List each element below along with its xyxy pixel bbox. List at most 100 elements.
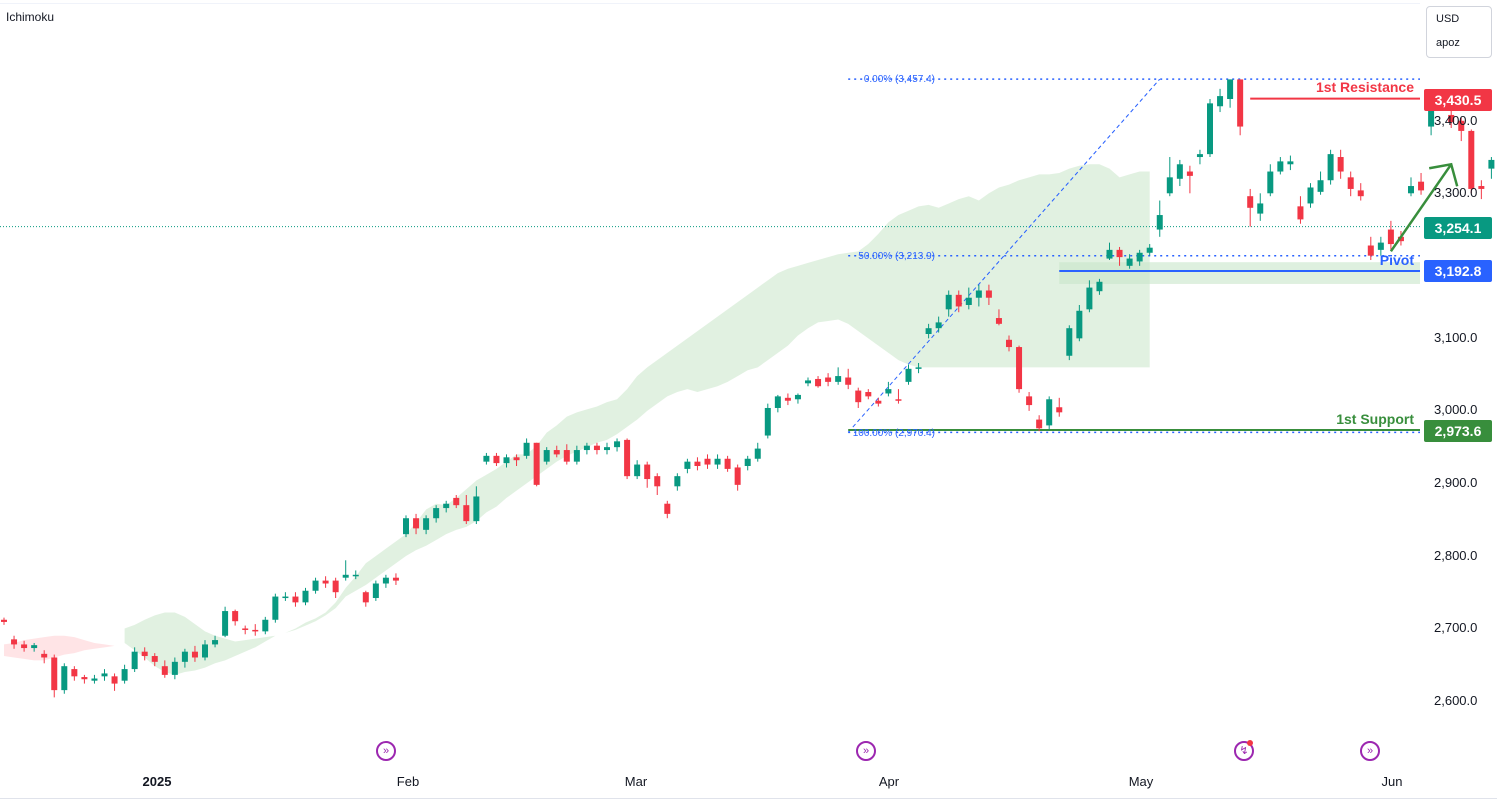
- candle-body: [141, 651, 148, 657]
- candle-body: [865, 392, 872, 397]
- candle-body: [815, 378, 822, 387]
- candle-body: [855, 390, 862, 403]
- candle-body: [302, 590, 309, 603]
- candle-body: [1317, 180, 1324, 192]
- candle-body: [423, 518, 430, 530]
- candle-body: [1387, 229, 1394, 245]
- bottom-border: [0, 798, 1497, 799]
- event-icon-2[interactable]: »: [856, 741, 876, 761]
- candle-body: [694, 461, 701, 467]
- y-tick-2800: 2,800.0: [1434, 548, 1478, 563]
- candle-body: [513, 457, 520, 461]
- candle-body: [1277, 161, 1284, 172]
- candle-body: [624, 439, 631, 477]
- candle-body: [1146, 247, 1153, 253]
- candle-body: [1116, 249, 1123, 258]
- y-tick-3100: 3,100.0: [1434, 330, 1478, 345]
- x-label-2025: 2025: [142, 774, 172, 789]
- candle-body: [1136, 252, 1143, 262]
- candle-body: [1347, 177, 1354, 189]
- candle-body: [1217, 96, 1224, 107]
- candle-body: [1408, 186, 1414, 194]
- candle-body: [1448, 114, 1455, 123]
- candle-body: [61, 666, 68, 691]
- candle-body: [1186, 171, 1193, 176]
- candle-body: [714, 458, 721, 465]
- candle-body: [202, 644, 208, 658]
- x-label-apr: Apr: [878, 774, 900, 789]
- candle-body: [644, 464, 651, 480]
- event-icon-1[interactable]: »: [376, 741, 396, 761]
- candle-body: [885, 389, 892, 394]
- fib-50-label: 50.00% (3,213.9): [858, 251, 935, 262]
- resistance-label: 1st Resistance: [1315, 79, 1414, 95]
- candle-body: [1066, 328, 1073, 356]
- candle-body: [1, 619, 7, 622]
- candle-body: [553, 450, 560, 455]
- candle-body: [925, 328, 932, 334]
- candle-body: [835, 376, 842, 382]
- currency-box[interactable]: USD apoz: [1426, 6, 1492, 58]
- candle-body: [443, 503, 450, 509]
- pivot-zone: [1059, 262, 1420, 284]
- candle-body: [583, 445, 590, 451]
- candle-body: [965, 297, 972, 305]
- candle-body: [604, 447, 610, 451]
- y-tick-2700: 2,700.0: [1434, 620, 1478, 635]
- candle-body: [111, 676, 118, 684]
- ichimoku-cloud-green: [124, 164, 1150, 675]
- candle-body: [684, 461, 691, 469]
- candle-body: [825, 377, 832, 382]
- candle-body: [1126, 258, 1133, 266]
- candle-body: [634, 464, 641, 477]
- candle-body: [573, 450, 580, 462]
- candle-body: [1337, 157, 1344, 172]
- candle-body: [282, 596, 289, 599]
- candle-body: [754, 448, 761, 459]
- candle-body: [935, 322, 942, 329]
- candle-body: [181, 651, 188, 662]
- candle-body: [413, 518, 420, 529]
- candle-body: [543, 450, 550, 462]
- candle-body: [1247, 196, 1254, 208]
- candle-body: [1418, 181, 1425, 191]
- candle-body: [503, 457, 510, 464]
- candle-body: [1046, 399, 1053, 426]
- x-label-feb: Feb: [396, 774, 420, 789]
- candle-body: [312, 580, 319, 591]
- candle-body: [11, 639, 18, 645]
- current-price-badge: 3,254.1: [1424, 217, 1492, 239]
- fib-100-label: 100.00% (2,970.4): [852, 428, 935, 439]
- candle-body: [232, 611, 239, 622]
- y-tick-2900: 2,900.0: [1434, 475, 1478, 490]
- candle-body: [1036, 419, 1043, 429]
- currency-label: USD: [1436, 13, 1460, 25]
- pivot-price-badge: 3,192.8: [1424, 260, 1492, 282]
- event-icon-3[interactable]: »: [1360, 741, 1380, 761]
- candle-body: [1297, 206, 1304, 220]
- candle-body: [1006, 339, 1012, 348]
- event-flash-icon[interactable]: ↯: [1234, 741, 1254, 761]
- candle-body: [121, 669, 128, 681]
- candle-body: [654, 476, 661, 487]
- candle-body: [81, 677, 88, 680]
- candle-body: [1086, 287, 1093, 310]
- candle-body: [342, 574, 349, 578]
- candle-body: [774, 396, 781, 408]
- candle-body: [975, 290, 982, 298]
- candle-body: [724, 458, 731, 469]
- candle-body: [805, 380, 811, 384]
- candle-body: [1176, 164, 1183, 179]
- candle-body: [1026, 396, 1033, 406]
- candle-body: [995, 318, 1002, 324]
- candle-body: [101, 673, 108, 677]
- candle-body: [1478, 186, 1485, 189]
- y-tick-3300: 3,300.0: [1434, 185, 1478, 200]
- candle-body: [734, 467, 741, 485]
- candle-body: [845, 377, 852, 385]
- candle-body: [161, 666, 168, 675]
- candle-body: [593, 445, 600, 451]
- candle-body: [252, 629, 259, 632]
- candle-body: [1096, 281, 1103, 292]
